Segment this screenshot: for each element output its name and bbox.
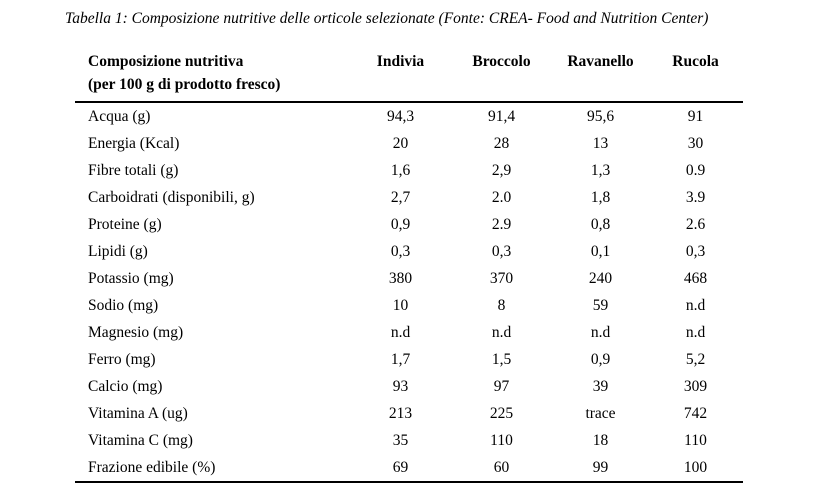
cell-value: 1,6	[390, 162, 411, 179]
cell-value: 97	[493, 378, 510, 395]
cell-value: 8	[497, 297, 506, 314]
cell-value: 380	[388, 270, 413, 287]
cell-value: 39	[592, 378, 609, 395]
cell-value: 110	[684, 432, 707, 449]
cell-value: 91	[687, 108, 704, 125]
table-row: Vitamina A (ug) 213 225 trace 742	[75, 400, 743, 427]
cell-value: 309	[683, 378, 708, 395]
table-row: Potassio (mg) 380 370 240 468	[75, 265, 743, 292]
cell-value: 20	[392, 135, 409, 152]
cell-value: 93	[392, 378, 409, 395]
cell-value: 468	[683, 270, 708, 287]
cell-value: 0,3	[390, 243, 411, 260]
cell-value: 742	[683, 405, 708, 422]
header-label-cell: Composizione nutritiva (per 100 g di pro…	[75, 48, 351, 103]
row-label: Ferro (mg)	[88, 351, 156, 368]
table-row: Proteine (g) 0,9 2.9 0,8 2.6	[75, 211, 743, 238]
cell-value: 225	[489, 405, 514, 422]
cell-value: 110	[490, 432, 513, 449]
cell-value: 59	[592, 297, 609, 314]
table-caption: Tabella 1: Composizione nutritive delle …	[65, 10, 709, 27]
table-row: Lipidi (g) 0,3 0,3 0,1 0,3	[75, 238, 743, 265]
cell-value: 95,6	[586, 108, 615, 125]
cell-value: 240	[588, 270, 613, 287]
cell-value: 35	[392, 432, 409, 449]
cell-value: 0,9	[590, 351, 611, 368]
cell-value: 0,8	[590, 216, 611, 233]
column-header-indivia: Indivia	[351, 48, 450, 103]
cell-value: 2.0	[491, 189, 512, 206]
cell-value: 10	[392, 297, 409, 314]
cell-value: 1,3	[590, 162, 611, 179]
cell-value: n.d	[685, 324, 706, 341]
table-header: Composizione nutritiva (per 100 g di pro…	[75, 48, 743, 103]
nutrition-table: Composizione nutritiva (per 100 g di pro…	[75, 48, 743, 483]
column-header-ravanello: Ravanello	[553, 48, 648, 103]
table-row: Fibre totali (g) 1,6 2,9 1,3 0.9	[75, 157, 743, 184]
cell-value: 13	[592, 135, 609, 152]
row-label: Energia (Kcal)	[88, 135, 180, 152]
cell-value: 91,4	[487, 108, 516, 125]
row-label: Magnesio (mg)	[88, 324, 184, 341]
table-row: Frazione edibile (%) 69 60 99 100	[75, 454, 743, 483]
cell-value: 3.9	[685, 189, 706, 206]
cell-value: n.d	[390, 324, 411, 341]
cell-value: 94,3	[386, 108, 415, 125]
cell-value: 2.6	[685, 216, 706, 233]
cell-value: 2,9	[491, 162, 512, 179]
cell-value: 2,7	[390, 189, 411, 206]
cell-value: 1,5	[491, 351, 512, 368]
cell-value: trace	[585, 405, 616, 422]
header-label-line2: (per 100 g di prodotto fresco)	[88, 76, 281, 93]
header-row: Composizione nutritiva (per 100 g di pro…	[75, 48, 743, 103]
row-label: Vitamina A (ug)	[88, 405, 188, 422]
row-label: Acqua (g)	[88, 108, 151, 125]
cell-value: 0,9	[390, 216, 411, 233]
cell-value: 1,8	[590, 189, 611, 206]
cell-value: 99	[553, 454, 648, 483]
column-header-rucola: Rucola	[648, 48, 743, 103]
row-label: Carboidrati (disponibili, g)	[88, 189, 255, 206]
cell-value: 0,1	[590, 243, 611, 260]
cell-value: n.d	[685, 297, 706, 314]
row-label: Calcio (mg)	[88, 378, 163, 395]
table-row: Carboidrati (disponibili, g) 2,7 2.0 1,8 3.9	[75, 184, 743, 211]
table-body: Acqua (g) 94,3 91,4 95,6 91 Energia (Kcal) 20 2…	[75, 102, 743, 483]
cell-value: n.d	[491, 324, 512, 341]
cell-value: 0,3	[685, 243, 706, 260]
cell-value: 0,3	[491, 243, 512, 260]
cell-value: 30	[687, 135, 704, 152]
table-row: Ferro (mg) 1,7 1,5 0,9 5,2	[75, 346, 743, 373]
row-label: Lipidi (g)	[88, 243, 148, 260]
table-row: Calcio (mg) 93 97 39 309	[75, 373, 743, 400]
cell-value: 2.9	[491, 216, 512, 233]
row-label: Sodio (mg)	[88, 297, 159, 314]
table-row: Vitamina C (mg) 35 110 18 110	[75, 427, 743, 454]
table-row: Acqua (g) 94,3 91,4 95,6 91	[75, 102, 743, 130]
row-label: Potassio (mg)	[88, 270, 174, 287]
cell-value: 213	[388, 405, 413, 422]
cell-value: 28	[493, 135, 510, 152]
cell-value: 1,7	[390, 351, 411, 368]
cell-value: 5,2	[685, 351, 706, 368]
cell-value: 370	[489, 270, 514, 287]
row-label: Vitamina C (mg)	[88, 432, 193, 449]
table-row: Magnesio (mg) n.d n.d n.d n.d	[75, 319, 743, 346]
cell-value: 100	[648, 454, 743, 483]
row-label: Fibre totali (g)	[88, 162, 179, 179]
table-row: Sodio (mg) 10 8 59 n.d	[75, 292, 743, 319]
table-row: Energia (Kcal) 20 28 13 30	[75, 130, 743, 157]
cell-value: n.d	[590, 324, 611, 341]
row-label: Frazione edibile (%)	[75, 454, 351, 483]
header-label-line1: Composizione nutritiva	[88, 53, 244, 70]
cell-value: 0.9	[685, 162, 706, 179]
column-header-broccolo: Broccolo	[450, 48, 553, 103]
cell-value: 69	[351, 454, 450, 483]
nutrition-table-container: Composizione nutritiva (per 100 g di pro…	[75, 48, 743, 483]
cell-value: 18	[592, 432, 609, 449]
row-label: Proteine (g)	[88, 216, 162, 233]
cell-value: 60	[450, 454, 553, 483]
